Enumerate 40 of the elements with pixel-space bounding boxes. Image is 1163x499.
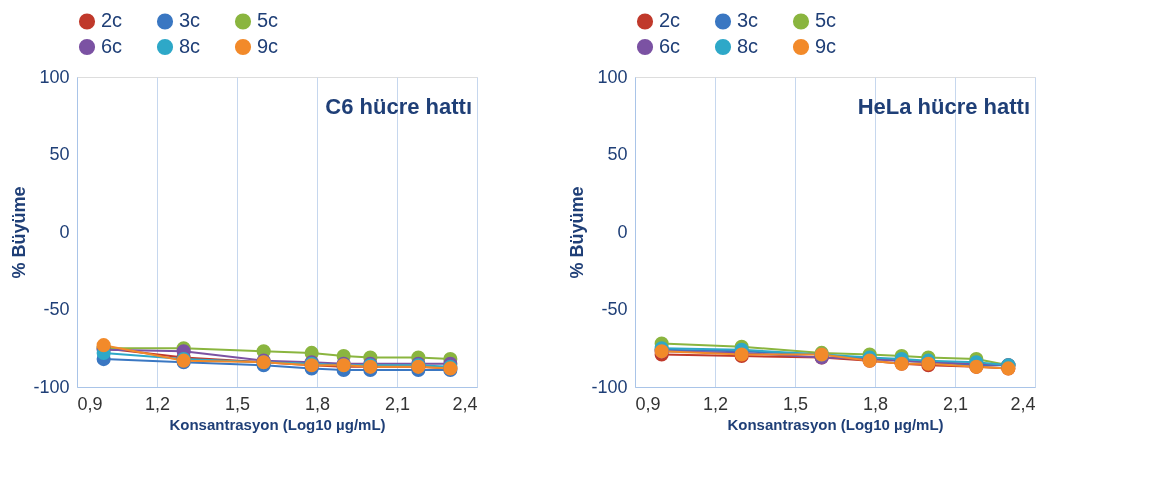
legend-label: 8c bbox=[737, 35, 759, 57]
y-tick-label: -50 bbox=[43, 299, 70, 319]
y-tick-label: 50 bbox=[607, 144, 628, 164]
legend-label: 6c bbox=[101, 35, 123, 57]
y-axis-title: % Büyüme bbox=[567, 186, 588, 279]
legend-label: 5c bbox=[257, 9, 279, 32]
legend-label: 8c bbox=[179, 35, 201, 57]
y-tick-label: 100 bbox=[39, 66, 70, 87]
x-tick-label: 1,5 bbox=[224, 393, 251, 414]
x-axis-title: Konsantrasyon (Log10 µg/mL) bbox=[727, 415, 944, 433]
x-tick-label: 1,8 bbox=[304, 393, 331, 414]
legend-label: 9c bbox=[257, 35, 279, 57]
y-tick-label: -100 bbox=[591, 376, 628, 397]
legend-label: 2c bbox=[659, 9, 681, 32]
y-tick-label: 0 bbox=[59, 221, 70, 242]
y-tick-label: 50 bbox=[49, 144, 70, 164]
legend-label: 5c bbox=[815, 9, 837, 32]
y-tick-label: -100 bbox=[33, 376, 70, 397]
legend-label: 3c bbox=[737, 9, 759, 32]
legend-label: 6c bbox=[659, 35, 681, 57]
x-tick-label: 2,4 bbox=[452, 393, 478, 414]
x-tick-label: 1,8 bbox=[862, 393, 889, 414]
x-tick-label: 1,5 bbox=[782, 393, 809, 414]
y-tick-label: 100 bbox=[597, 66, 628, 87]
legend-label: 2c bbox=[101, 9, 123, 32]
x-axis-title: Konsantrasyon (Log10 µg/mL) bbox=[169, 415, 386, 433]
y-tick-label: 0 bbox=[617, 221, 628, 242]
legend-label: 9c bbox=[815, 35, 837, 57]
x-tick-label: 2,1 bbox=[942, 393, 969, 414]
legend-label: 3c bbox=[179, 9, 201, 32]
x-tick-label: 1,2 bbox=[144, 393, 171, 414]
x-tick-label: 0,9 bbox=[77, 393, 103, 414]
annotation: C6 hücre hattı bbox=[325, 94, 472, 119]
y-tick-label: -50 bbox=[601, 299, 628, 319]
x-tick-label: 1,2 bbox=[702, 393, 729, 414]
x-tick-label: 2,1 bbox=[384, 393, 411, 414]
x-tick-label: 0,9 bbox=[635, 393, 661, 414]
annotation: HeLa hücre hattı bbox=[857, 94, 1030, 119]
y-axis-title: % Büyüme bbox=[9, 186, 30, 279]
x-tick-label: 2,4 bbox=[1010, 393, 1036, 414]
